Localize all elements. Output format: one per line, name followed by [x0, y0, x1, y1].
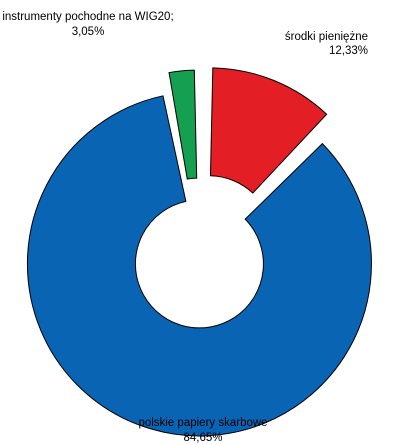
chart-slices: [26, 67, 372, 437]
slice-label-cash: środki pieniężne: [285, 31, 368, 43]
slice-label-derivatives: instrumenty pochodne na WIG20;: [2, 11, 173, 23]
slice-derivatives: [168, 69, 198, 180]
slice-label-treasury: polskie papiery skarbowe: [138, 417, 267, 429]
slice-value-derivatives: 3,05%: [72, 26, 105, 38]
slice-treasury: [26, 95, 372, 437]
slice-cash: [209, 67, 328, 194]
slice-value-cash: 12,33%: [329, 45, 368, 57]
slice-value-treasury: 84,65%: [183, 432, 222, 444]
